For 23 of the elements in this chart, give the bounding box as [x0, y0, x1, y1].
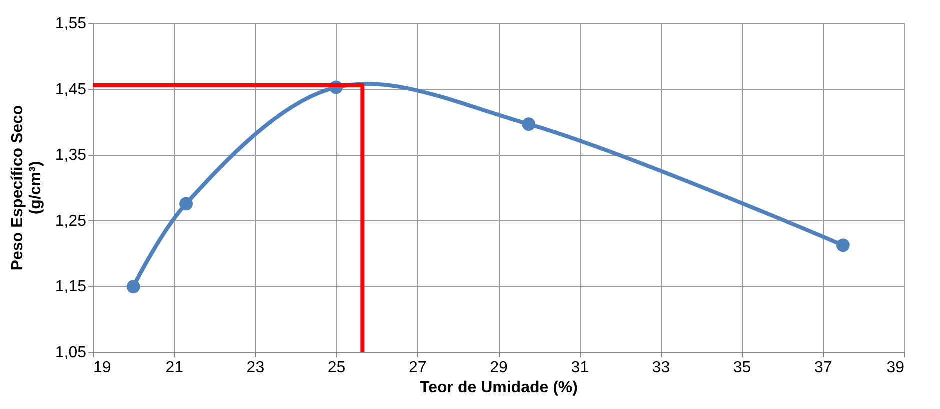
x-tick-label: 39: [886, 360, 905, 376]
x-tick-label: 27: [409, 360, 427, 376]
x-tick-label: 29: [490, 360, 508, 376]
point: [522, 118, 536, 132]
y-tick-label: 1,35: [55, 147, 87, 164]
x-tick-label: 19: [94, 360, 112, 376]
x-tick-label: 23: [246, 360, 265, 376]
point: [126, 280, 140, 294]
y-axis-title: Peso Específico Seco (g/cm³): [9, 105, 44, 271]
y-tick-label: 1,45: [55, 81, 87, 98]
point: [836, 238, 850, 252]
x-tick-label: 21: [166, 360, 184, 376]
y-tick-label: 1,05: [55, 344, 87, 362]
y-tick-label: 1,55: [55, 16, 87, 32]
x-tick-label: 31: [571, 360, 590, 376]
x-axis-title: Teor de Umidade (%): [420, 380, 578, 396]
y-tick-label: 1,15: [55, 278, 87, 296]
point: [180, 197, 193, 211]
x-tick-label: 33: [652, 360, 670, 376]
y-tick-label: 1,25: [55, 212, 87, 230]
x-tick-label: 25: [328, 360, 346, 376]
x-tick-label: 35: [733, 360, 752, 376]
x-tick-label: 37: [814, 360, 832, 376]
